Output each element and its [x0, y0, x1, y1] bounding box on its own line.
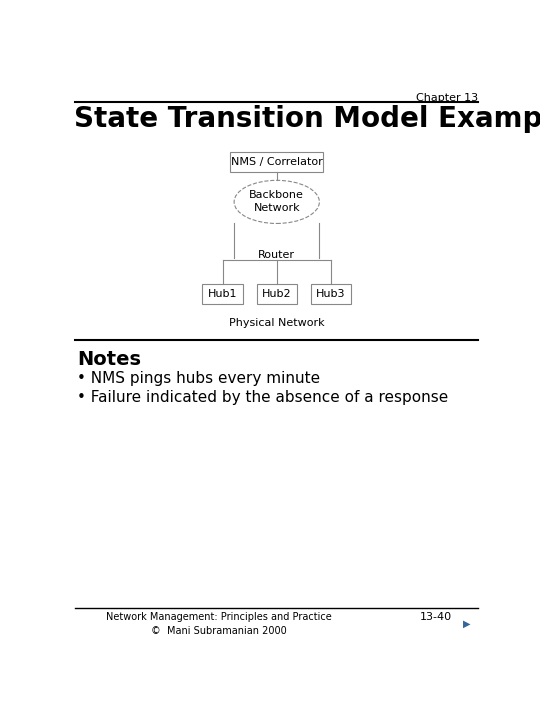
Text: NMS / Correlator: NMS / Correlator	[231, 157, 322, 167]
Text: 13-40: 13-40	[420, 612, 453, 622]
FancyBboxPatch shape	[202, 284, 242, 305]
FancyBboxPatch shape	[256, 284, 297, 305]
Text: ▶: ▶	[463, 619, 470, 629]
Text: State Transition Model Example: State Transition Model Example	[73, 105, 540, 133]
Text: Hub1: Hub1	[208, 289, 237, 300]
FancyBboxPatch shape	[311, 284, 351, 305]
Text: Router: Router	[258, 251, 295, 261]
Ellipse shape	[234, 180, 319, 223]
Text: Hub2: Hub2	[262, 289, 292, 300]
Text: Hub3: Hub3	[316, 289, 346, 300]
Text: Backbone
Network: Backbone Network	[249, 190, 304, 214]
Text: Network Management: Principles and Practice
©  Mani Subramanian 2000: Network Management: Principles and Pract…	[106, 612, 332, 636]
Text: Chapter 13: Chapter 13	[416, 93, 478, 102]
Text: Notes: Notes	[77, 350, 141, 369]
Text: Physical Network: Physical Network	[229, 318, 325, 328]
FancyBboxPatch shape	[230, 152, 323, 172]
Text: • Failure indicated by the absence of a response: • Failure indicated by the absence of a …	[77, 390, 448, 405]
Text: • NMS pings hubs every minute: • NMS pings hubs every minute	[77, 372, 320, 387]
